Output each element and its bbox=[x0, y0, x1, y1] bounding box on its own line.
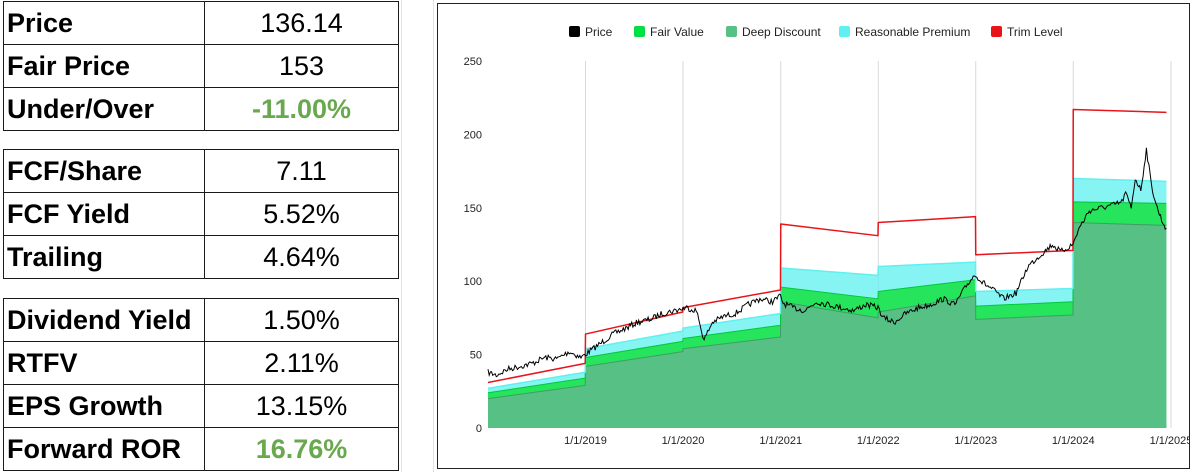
table-row: Dividend Yield 1.50% bbox=[3, 298, 399, 342]
x-tick-label: 1/1/2024 bbox=[1052, 435, 1095, 447]
metric-label: FCF/Share bbox=[3, 149, 205, 193]
legend-label: Trim Level bbox=[1007, 25, 1063, 39]
price-line bbox=[487, 147, 1167, 378]
trim-level-line bbox=[487, 108, 1167, 384]
x-tick-label: 1/1/2021 bbox=[759, 435, 802, 447]
table-row: Fair Price 153 bbox=[3, 44, 399, 88]
table-row: FCF Yield 5.52% bbox=[3, 192, 399, 236]
deep-discount-area bbox=[488, 222, 1167, 428]
legend-label: Fair Value bbox=[650, 25, 704, 39]
chart-svg: 0 50 100 150 200 250 1/1/2019 1/1/2020 1/1/2021 1… bbox=[464, 25, 1189, 447]
metric-label: FCF Yield bbox=[3, 192, 205, 236]
sheet-gridline bbox=[401, 0, 402, 472]
metric-label: EPS Growth bbox=[3, 384, 205, 428]
metric-value: 1.50% bbox=[204, 298, 399, 342]
valuation-table: Price 136.14 Fair Price 153 Under/Over -… bbox=[3, 1, 399, 131]
metric-value: 136.14 bbox=[204, 1, 399, 45]
fair-value-line bbox=[487, 201, 1167, 394]
metric-value: 7.11 bbox=[204, 149, 399, 193]
metric-value: 2.11% bbox=[204, 341, 399, 385]
table-row: Under/Over -11.00% bbox=[3, 87, 399, 131]
x-tick-label: 1/1/2023 bbox=[954, 435, 997, 447]
legend-label: Deep Discount bbox=[742, 25, 821, 39]
reasonable-premium-line bbox=[487, 177, 1167, 390]
metric-label: Forward ROR bbox=[3, 427, 205, 471]
legend-swatch bbox=[569, 26, 580, 37]
x-tick-label: 1/1/2025 bbox=[1150, 435, 1189, 447]
metric-label: Under/Over bbox=[3, 87, 205, 131]
deep-discount-line bbox=[487, 221, 1167, 400]
metric-label: RTFV bbox=[3, 341, 205, 385]
legend-swatch bbox=[991, 26, 1002, 37]
table-row: Trailing 4.64% bbox=[3, 235, 399, 279]
metric-value: 4.64% bbox=[204, 235, 399, 279]
metric-label: Fair Price bbox=[3, 44, 205, 88]
metric-value: 13.15% bbox=[204, 384, 399, 428]
metric-label: Trailing bbox=[3, 235, 205, 279]
metric-value: 16.76% bbox=[204, 427, 399, 471]
sheet-gridline bbox=[433, 0, 434, 472]
y-tick-label: 100 bbox=[464, 276, 482, 288]
table-row: FCF/Share 7.11 bbox=[3, 149, 399, 193]
y-tick-label: 200 bbox=[464, 129, 482, 141]
y-tick-label: 150 bbox=[464, 203, 482, 215]
legend-swatch bbox=[839, 26, 850, 37]
table-row: EPS Growth 13.15% bbox=[3, 384, 399, 428]
x-tick-label: 1/1/2020 bbox=[662, 435, 705, 447]
y-tick-label: 50 bbox=[470, 350, 482, 362]
x-tick-label: 1/1/2019 bbox=[564, 435, 607, 447]
metric-value: -11.00% bbox=[204, 87, 399, 131]
metric-value: 153 bbox=[204, 44, 399, 88]
metric-label: Dividend Yield bbox=[3, 298, 205, 342]
y-tick-label: 250 bbox=[464, 56, 482, 68]
x-tick-label: 1/1/2022 bbox=[857, 435, 900, 447]
y-tick-label: 0 bbox=[476, 423, 482, 435]
fair-value-area bbox=[488, 201, 1167, 399]
valuation-chart: 0 50 100 150 200 250 1/1/2019 1/1/2020 1/1/2021 1… bbox=[437, 3, 1190, 469]
cashflow-table: FCF/Share 7.11 FCF Yield 5.52% Trailing … bbox=[3, 149, 399, 279]
legend-swatch bbox=[634, 26, 645, 37]
table-row: Price 136.14 bbox=[3, 1, 399, 45]
table-row: Forward ROR 16.76% bbox=[3, 427, 399, 471]
table-row: RTFV 2.11% bbox=[3, 341, 399, 385]
metric-label: Price bbox=[3, 1, 205, 45]
legend-label: Price bbox=[585, 25, 613, 39]
metric-value: 5.52% bbox=[204, 192, 399, 236]
return-table: Dividend Yield 1.50% RTFV 2.11% EPS Grow… bbox=[3, 298, 399, 471]
reasonable-premium-area bbox=[488, 178, 1167, 393]
legend-swatch bbox=[726, 26, 737, 37]
legend-label: Reasonable Premium bbox=[855, 25, 970, 39]
